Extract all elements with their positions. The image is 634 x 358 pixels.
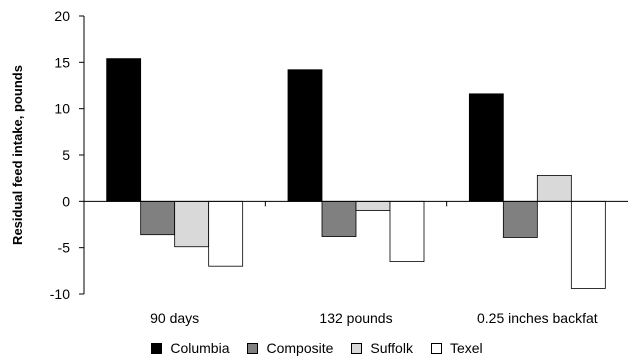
legend-item-composite: Composite bbox=[247, 340, 333, 356]
bar-texel-0 bbox=[208, 200, 244, 267]
category-label: 90 days bbox=[150, 310, 199, 326]
bar-suffolk-1 bbox=[355, 200, 391, 211]
y-tick-labels: 20 15 10 5 0 -5 -10 bbox=[50, 8, 84, 302]
bar-columbia-1 bbox=[287, 69, 323, 202]
legend-label: Composite bbox=[266, 340, 334, 356]
y-axis-label: Residual feed intake, pounds bbox=[10, 65, 25, 245]
bars bbox=[106, 58, 606, 289]
bar-columbia-2 bbox=[468, 93, 504, 202]
legend-swatch bbox=[151, 342, 163, 354]
legend-swatch bbox=[430, 342, 442, 354]
y-tick-label: 20 bbox=[54, 8, 70, 24]
bar-composite-0 bbox=[140, 200, 176, 236]
bar-suffolk-0 bbox=[174, 200, 210, 248]
bar-chart: Residual feed intake, pounds 20 15 10 5 0 -5 -… bbox=[10, 8, 628, 326]
bar-texel-1 bbox=[389, 200, 425, 262]
legend: Columbia Composite Suffolk Texel bbox=[0, 338, 634, 358]
y-tick-label: 10 bbox=[54, 101, 70, 117]
legend-label: Suffolk bbox=[370, 340, 413, 356]
legend-item-suffolk: Suffolk bbox=[351, 340, 413, 356]
category-label: 132 pounds bbox=[319, 310, 392, 326]
bar-columbia-0 bbox=[106, 58, 142, 202]
axes bbox=[83, 16, 628, 294]
legend-swatch bbox=[351, 342, 363, 354]
category-label: 0.25 inches backfat bbox=[477, 310, 598, 326]
legend-item-columbia: Columbia bbox=[151, 340, 229, 356]
y-tick-label: 5 bbox=[62, 147, 70, 163]
y-tick-label: 15 bbox=[54, 54, 70, 70]
bar-suffolk-2 bbox=[536, 174, 572, 202]
legend-label: Texel bbox=[449, 340, 483, 356]
legend-label: Columbia bbox=[170, 340, 230, 356]
legend-swatch bbox=[247, 342, 259, 354]
bar-composite-1 bbox=[321, 200, 357, 237]
y-tick-label: -5 bbox=[58, 240, 71, 256]
bar-texel-2 bbox=[570, 200, 606, 289]
category-labels: 90 days 132 pounds 0.25 inches backfat bbox=[150, 310, 598, 326]
y-tick-label: 0 bbox=[62, 193, 70, 209]
y-tick-label: -10 bbox=[50, 286, 70, 302]
bar-composite-2 bbox=[502, 200, 538, 238]
legend-item-texel: Texel bbox=[430, 340, 483, 356]
